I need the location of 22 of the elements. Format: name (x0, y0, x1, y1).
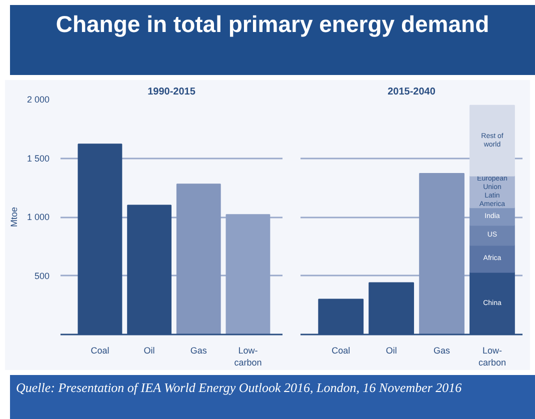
y-axis-title: Mtoe (8, 206, 19, 228)
bar (470, 224, 515, 246)
y-tick-label: 500 (34, 270, 50, 281)
chart-title: Change in total primary energy demand (56, 10, 490, 39)
x-tick-label: Low-carbon (478, 346, 506, 368)
x-tick-label: Coal (332, 346, 350, 356)
x-tick-label: Low-carbon (234, 346, 262, 368)
x-tick-label: Gas (434, 346, 451, 356)
bar (419, 173, 464, 334)
bar (470, 244, 515, 273)
chart-subtitle: 1990-2015 (148, 86, 196, 98)
chart-subtitle: 2015-2040 (388, 86, 436, 98)
x-tick-label: Coal (90, 346, 110, 356)
source-note: Quelle: Presentation of IEA World Energy Outlook 2016, London, 16 November 2016 (16, 379, 462, 397)
x-tick-label: Gas (190, 346, 208, 356)
y-tick-label: 2 000 (26, 94, 50, 104)
x-tick-label: Oil (386, 346, 397, 356)
y-tick-label: 1 500 (26, 153, 50, 164)
bar (176, 184, 221, 334)
bar (470, 104, 515, 176)
y-tick-label: 1 000 (26, 212, 50, 222)
x-tick-label: Oil (144, 346, 155, 356)
